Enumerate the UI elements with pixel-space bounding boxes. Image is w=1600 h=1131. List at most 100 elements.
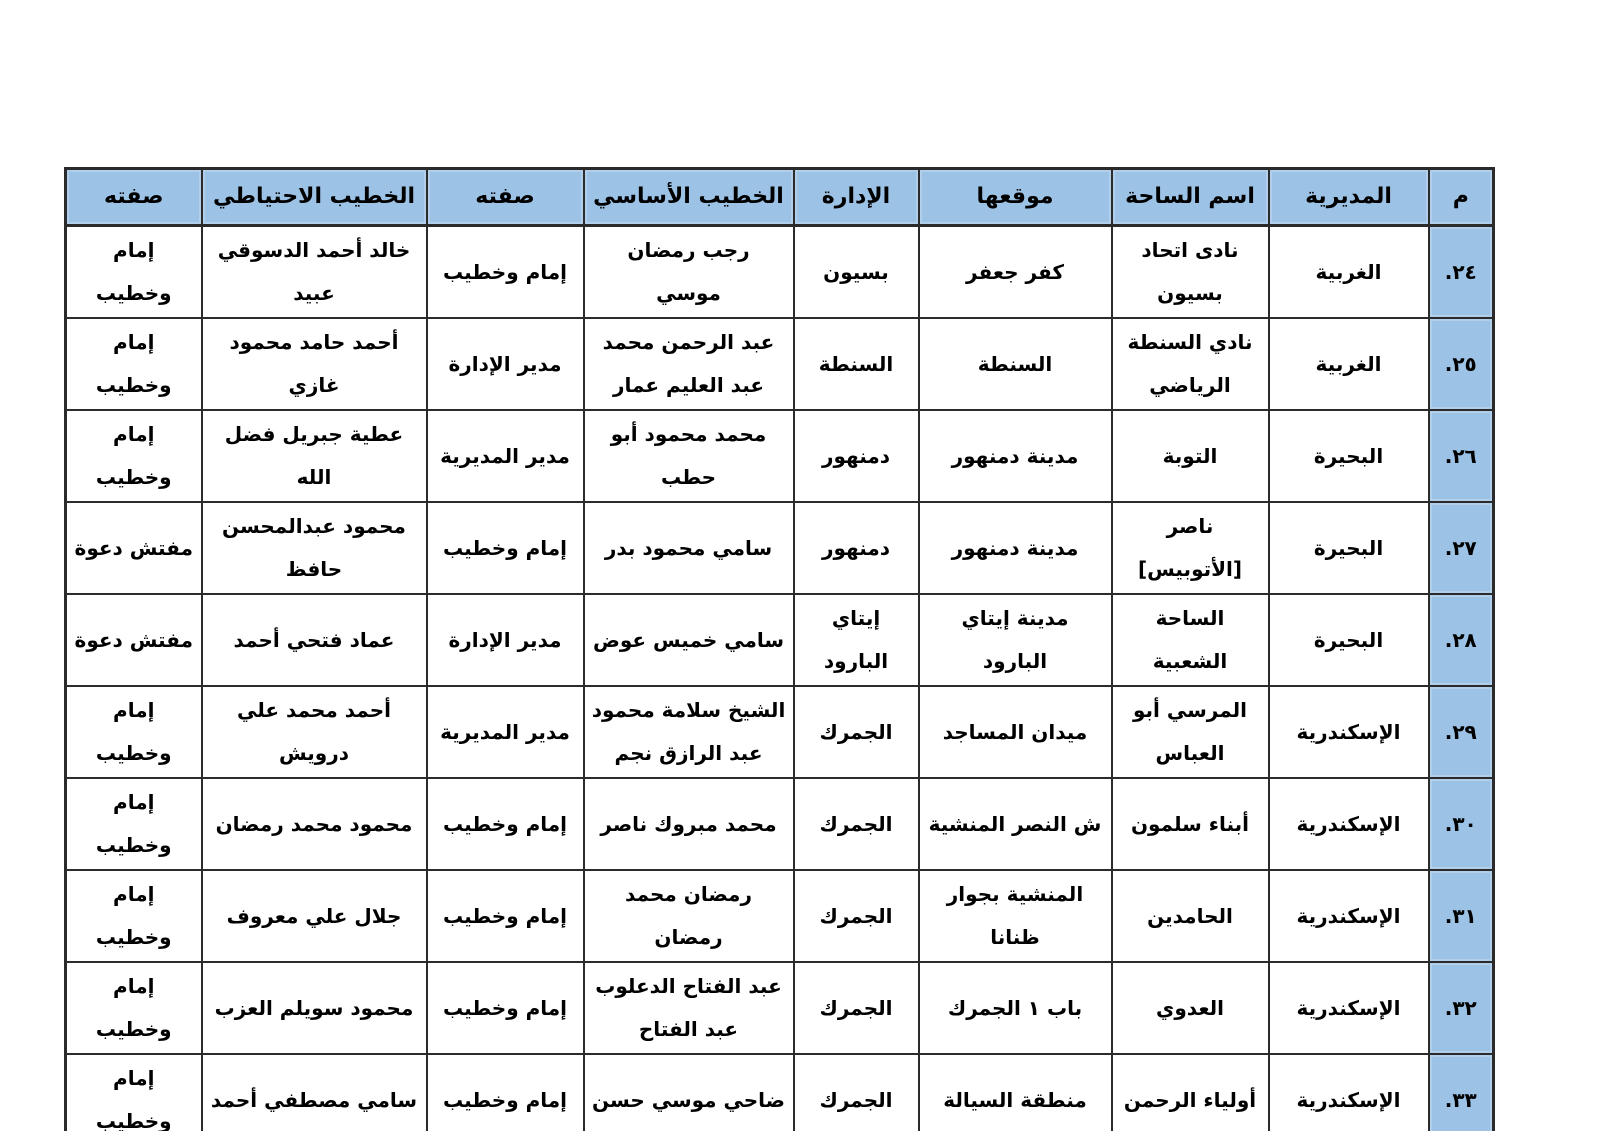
- cell-location: باب ١ الجمرك: [917, 961, 1113, 1055]
- cell-primary-preacher: سامي خميس عوض: [582, 593, 795, 687]
- cell-serial: ٣٢.: [1427, 961, 1495, 1055]
- table-row: ٣٣. الإسكندرية أولياء الرحمن منطقة السيا…: [64, 1053, 1495, 1131]
- cell-administration: الجمرك: [792, 1053, 920, 1131]
- cell-reserve-title: إمام وخطيب: [64, 317, 203, 411]
- cell-arena-name: أولياء الرحمن: [1110, 1053, 1270, 1131]
- table-row: ٢٤. الغربية نادى اتحاد بسيون كفر جعفر بس…: [64, 224, 1495, 319]
- cell-primary-preacher: الشيخ سلامة محمود عبد الرازق نجم: [582, 685, 795, 779]
- cell-administration: الجمرك: [792, 685, 920, 779]
- table-row: ٢٦. البحيرة التوبة مدينة دمنهور دمنهور م…: [64, 409, 1495, 503]
- cell-primary-preacher: محمد مبروك ناصر: [582, 777, 795, 871]
- cell-administration: بسيون: [792, 224, 920, 319]
- table-row: ٢٨. البحيرة الساحة الشعبية مدينة إيتاي ا…: [64, 593, 1495, 687]
- cell-reserve-title: إمام وخطيب: [64, 224, 203, 319]
- cell-serial: ٣٣.: [1427, 1053, 1495, 1131]
- column-header-reserve-title: صفته: [64, 167, 203, 227]
- cell-directorate: الغربية: [1267, 224, 1430, 319]
- column-header-primary-preacher: الخطيب الأساسي: [582, 167, 795, 227]
- table-row: ٣٢. الإسكندرية العدوي باب ١ الجمرك الجمر…: [64, 961, 1495, 1055]
- cell-reserve-title: مفتش دعوة: [64, 501, 203, 595]
- cell-primary-preacher: سامي محمود بدر: [582, 501, 795, 595]
- cell-arena-name: العدوي: [1110, 961, 1270, 1055]
- cell-reserve-preacher: أحمد محمد علي درويش: [200, 685, 428, 779]
- column-header-directorate: المديرية: [1267, 167, 1430, 227]
- cell-arena-name: التوبة: [1110, 409, 1270, 503]
- cell-administration: دمنهور: [792, 501, 920, 595]
- cell-primary-title: إمام وخطيب: [425, 777, 585, 871]
- cell-location: مدينة إيتاي البارود: [917, 593, 1113, 687]
- cell-serial: ٢٨.: [1427, 593, 1495, 687]
- cell-reserve-preacher: خالد أحمد الدسوقي عبيد: [200, 224, 428, 319]
- cell-primary-title: إمام وخطيب: [425, 869, 585, 963]
- cell-administration: دمنهور: [792, 409, 920, 503]
- column-header-arena-name: اسم الساحة: [1110, 167, 1270, 227]
- cell-directorate: الإسكندرية: [1267, 869, 1430, 963]
- cell-primary-preacher: عبد الرحمن محمد عبد العليم عمار: [582, 317, 795, 411]
- cell-directorate: الغربية: [1267, 317, 1430, 411]
- cell-primary-title: إمام وخطيب: [425, 501, 585, 595]
- cell-primary-preacher: محمد محمود أبو حطب: [582, 409, 795, 503]
- cell-reserve-title: إمام وخطيب: [64, 869, 203, 963]
- cell-serial: ٢٧.: [1427, 501, 1495, 595]
- column-header-serial: م: [1427, 167, 1495, 227]
- table-row: ٢٥. الغربية نادي السنطة الرياضي السنطة ا…: [64, 317, 1495, 411]
- cell-directorate: البحيرة: [1267, 409, 1430, 503]
- cell-location: مدينة دمنهور: [917, 501, 1113, 595]
- cell-arena-name: المرسي أبو العباس: [1110, 685, 1270, 779]
- cell-reserve-preacher: محمود عبدالمحسن حافظ: [200, 501, 428, 595]
- cell-directorate: الإسكندرية: [1267, 961, 1430, 1055]
- cell-reserve-title: إمام وخطيب: [64, 777, 203, 871]
- cell-location: مدينة دمنهور: [917, 409, 1113, 503]
- cell-serial: ٢٩.: [1427, 685, 1495, 779]
- cell-reserve-title: إمام وخطيب: [64, 409, 203, 503]
- cell-administration: الجمرك: [792, 961, 920, 1055]
- table-row: ٣٠. الإسكندرية أبناء سلمون ش النصر المنش…: [64, 777, 1495, 871]
- cell-arena-name: ناصر [الأتوبيس]: [1110, 501, 1270, 595]
- cell-reserve-preacher: أحمد حامد محمود غازي: [200, 317, 428, 411]
- cell-directorate: البحيرة: [1267, 593, 1430, 687]
- cell-arena-name: الساحة الشعبية: [1110, 593, 1270, 687]
- cell-reserve-preacher: محمود محمد رمضان: [200, 777, 428, 871]
- cell-primary-preacher: عبد الفتاح الدعلوب عبد الفتاح: [582, 961, 795, 1055]
- cell-serial: ٢٦.: [1427, 409, 1495, 503]
- cell-primary-preacher: رمضان محمد رمضان: [582, 869, 795, 963]
- cell-directorate: الإسكندرية: [1267, 1053, 1430, 1131]
- cell-serial: ٢٤.: [1427, 224, 1495, 319]
- cell-administration: السنطة: [792, 317, 920, 411]
- cell-location: منطقة السيالة: [917, 1053, 1113, 1131]
- column-header-primary-title: صفته: [425, 167, 585, 227]
- cell-location: ميدان المساجد: [917, 685, 1113, 779]
- cell-reserve-preacher: جلال علي معروف: [200, 869, 428, 963]
- cell-directorate: الإسكندرية: [1267, 777, 1430, 871]
- table-row: ٣١. الإسكندرية الحامدين المنشية بجوار ظن…: [64, 869, 1495, 963]
- cell-reserve-title: مفتش دعوة: [64, 593, 203, 687]
- column-header-administration: الإدارة: [792, 167, 920, 227]
- column-header-reserve-preacher: الخطيب الاحتياطي: [200, 167, 428, 227]
- cell-reserve-preacher: عطية جبريل فضل الله: [200, 409, 428, 503]
- cell-administration: الجمرك: [792, 777, 920, 871]
- cell-location: المنشية بجوار ظنانا: [917, 869, 1113, 963]
- cell-primary-title: إمام وخطيب: [425, 961, 585, 1055]
- cell-location: ش النصر المنشية: [917, 777, 1113, 871]
- cell-serial: ٣١.: [1427, 869, 1495, 963]
- cell-primary-title: مدير الإدارة: [425, 593, 585, 687]
- cell-primary-preacher: ضاحي موسي حسن: [582, 1053, 795, 1131]
- cell-directorate: البحيرة: [1267, 501, 1430, 595]
- cell-reserve-preacher: سامي مصطفي أحمد: [200, 1053, 428, 1131]
- cell-arena-name: نادي السنطة الرياضي: [1110, 317, 1270, 411]
- table-row: ٢٩. الإسكندرية المرسي أبو العباس ميدان ا…: [64, 685, 1495, 779]
- preachers-table: م المديرية اسم الساحة موقعها الإدارة الخ…: [64, 167, 1495, 1131]
- cell-primary-title: مدير الإدارة: [425, 317, 585, 411]
- cell-reserve-title: إمام وخطيب: [64, 961, 203, 1055]
- cell-administration: الجمرك: [792, 869, 920, 963]
- cell-primary-title: إمام وخطيب: [425, 224, 585, 319]
- cell-serial: ٣٠.: [1427, 777, 1495, 871]
- cell-administration: إيتاي البارود: [792, 593, 920, 687]
- cell-reserve-title: إمام وخطيب: [64, 685, 203, 779]
- cell-arena-name: الحامدين: [1110, 869, 1270, 963]
- column-header-location: موقعها: [917, 167, 1113, 227]
- cell-directorate: الإسكندرية: [1267, 685, 1430, 779]
- cell-reserve-preacher: محمود سويلم العزب: [200, 961, 428, 1055]
- cell-reserve-preacher: عماد فتحي أحمد: [200, 593, 428, 687]
